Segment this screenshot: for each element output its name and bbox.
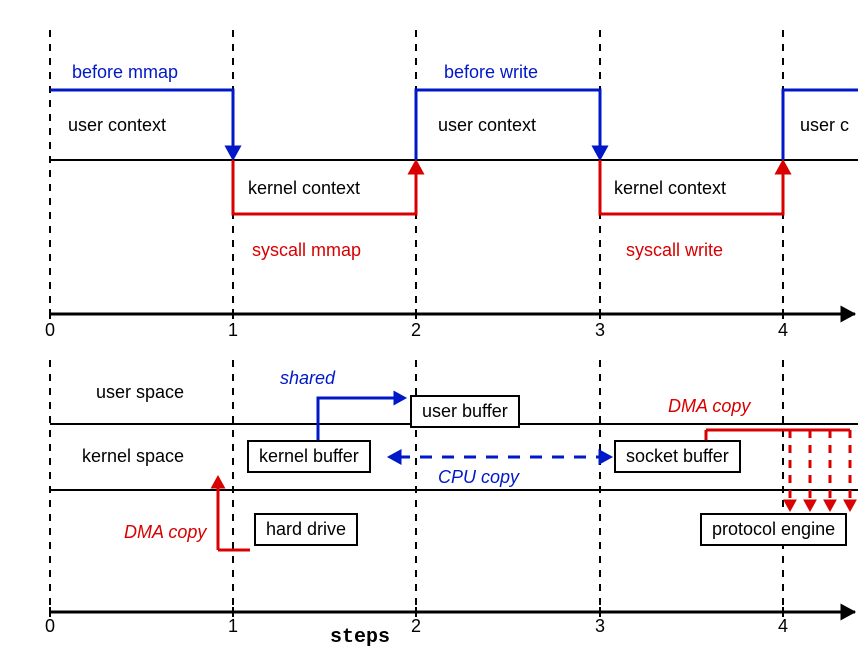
label-kernel-space: kernel space — [82, 446, 184, 467]
label-syscall-write: syscall write — [626, 240, 723, 261]
bot-tick-2: 2 — [411, 616, 421, 637]
label-shared: shared — [280, 368, 335, 389]
top-tick-2: 2 — [411, 320, 421, 341]
label-dma-copy-2: DMA copy — [668, 396, 750, 417]
label-user-context-2: user context — [438, 115, 536, 136]
label-steps: steps — [330, 626, 390, 648]
label-user-context-3: user c — [800, 115, 849, 136]
top-tick-3: 3 — [595, 320, 605, 341]
diagram-svg — [0, 0, 858, 648]
top-tick-4: 4 — [778, 320, 788, 341]
label-kernel-context-2: kernel context — [614, 178, 726, 199]
bot-tick-3: 3 — [595, 616, 605, 637]
top-tick-0: 0 — [45, 320, 55, 341]
label-before-mmap: before mmap — [72, 62, 178, 83]
box-hard-drive: hard drive — [254, 513, 358, 546]
label-syscall-mmap: syscall mmap — [252, 240, 361, 261]
bot-tick-4: 4 — [778, 616, 788, 637]
label-kernel-context-1: kernel context — [248, 178, 360, 199]
diagram-stage: 0 1 2 3 4 before mmap before write user context… — [0, 0, 858, 648]
box-socket-buffer: socket buffer — [614, 440, 741, 473]
box-kernel-buffer: kernel buffer — [247, 440, 371, 473]
label-user-space: user space — [96, 382, 184, 403]
box-user-buffer: user buffer — [410, 395, 520, 428]
top-tick-1: 1 — [228, 320, 238, 341]
bot-tick-1: 1 — [228, 616, 238, 637]
box-protocol-engine: protocol engine — [700, 513, 847, 546]
label-cpu-copy: CPU copy — [438, 467, 519, 488]
bot-tick-0: 0 — [45, 616, 55, 637]
label-before-write: before write — [444, 62, 538, 83]
label-dma-copy-1: DMA copy — [124, 522, 206, 543]
label-user-context-1: user context — [68, 115, 166, 136]
